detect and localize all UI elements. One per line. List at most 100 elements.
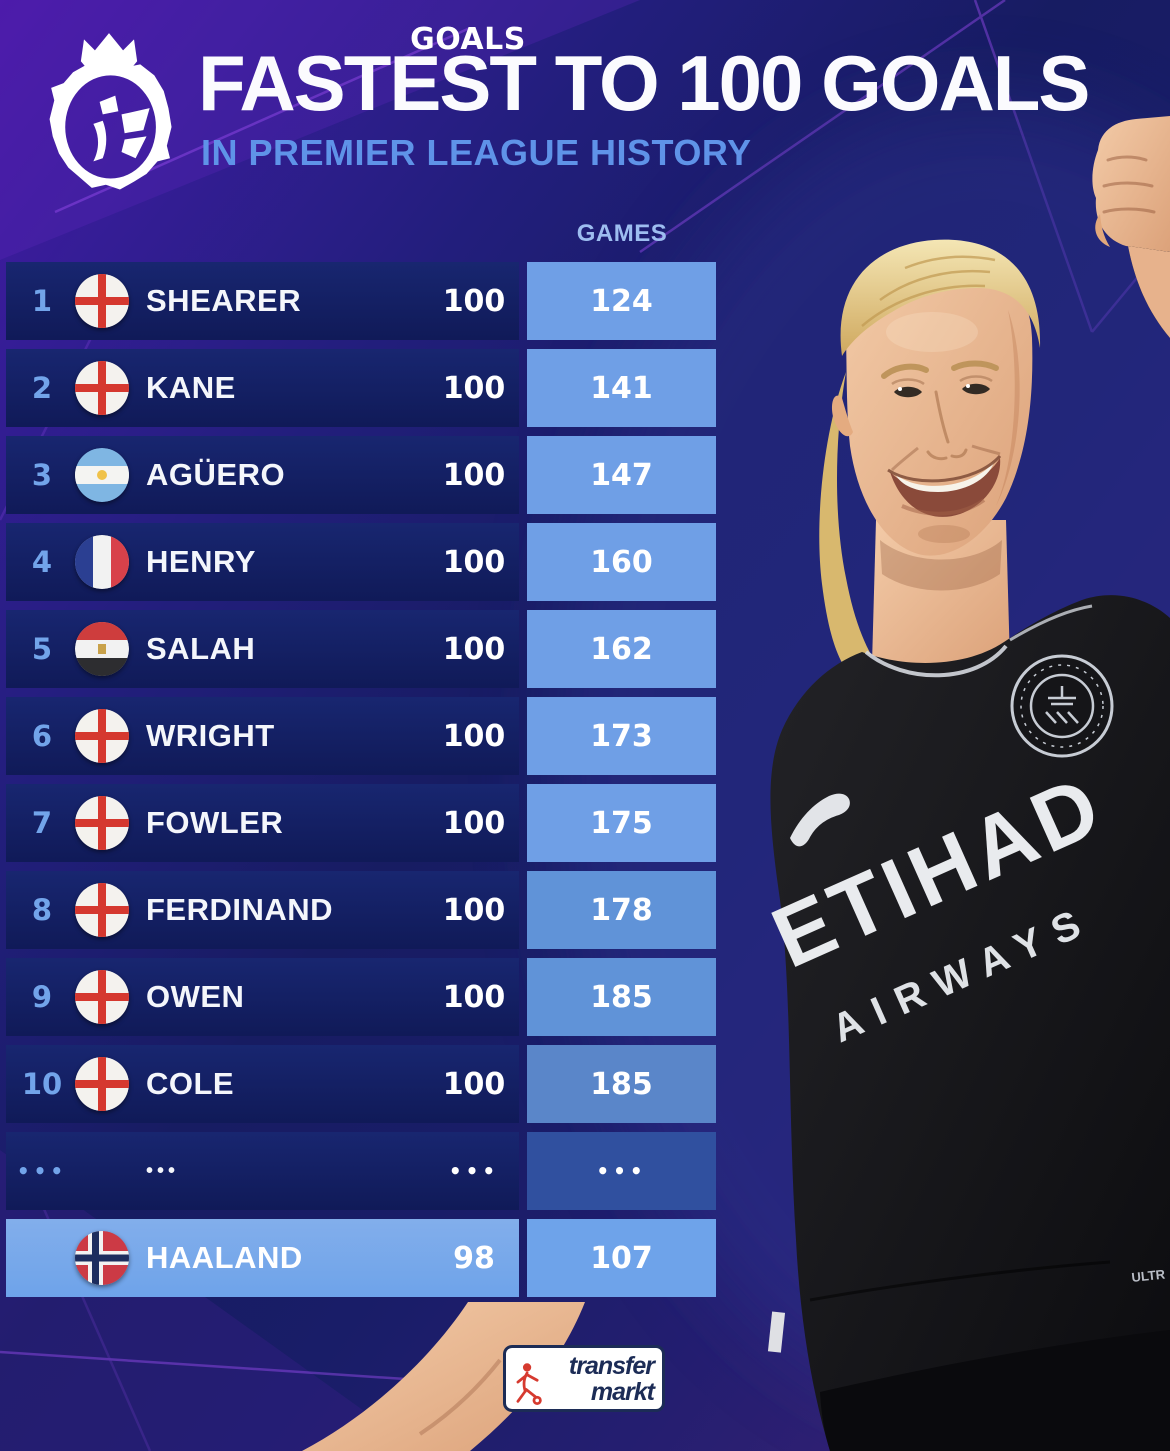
- row-bar: [6, 1132, 519, 1210]
- transfermarkt-wordmark-top: transfer: [568, 1351, 655, 1380]
- player-name: FOWLER: [146, 805, 284, 840]
- table-row: 173 6 WRIGHT 100: [6, 697, 716, 775]
- rank-label: •••: [16, 1159, 68, 1183]
- flag-england-icon: [75, 883, 129, 937]
- player-name: KANE: [146, 370, 236, 405]
- games-value: 162: [590, 631, 653, 667]
- games-cell: 175: [527, 784, 716, 862]
- goals-value: 100: [442, 370, 506, 406]
- player-name: COLE: [146, 1066, 235, 1101]
- games-value: 141: [590, 370, 653, 406]
- flag-france-icon: [75, 535, 129, 589]
- player-name: WRIGHT: [146, 718, 275, 753]
- flag-england-icon: [75, 970, 129, 1024]
- player-name: SHEARER: [146, 283, 302, 318]
- rank-label: 4: [31, 545, 53, 579]
- games-value: •••: [596, 1159, 647, 1183]
- goals-value: •••: [448, 1159, 500, 1183]
- games-value: 124: [590, 283, 653, 319]
- table-row: 141 2 KANE 100: [6, 349, 716, 427]
- games-cell: 173: [527, 697, 716, 775]
- neck: [872, 520, 1010, 664]
- games-value: 175: [590, 805, 653, 841]
- games-cell: 178: [527, 871, 716, 949]
- flag-england-icon: [75, 1057, 129, 1111]
- flag-egypt-icon: [75, 622, 129, 676]
- flag-argentina-icon: [75, 448, 129, 502]
- rank-label: [14, 1219, 70, 1297]
- goals-value: 100: [442, 805, 506, 841]
- player-name: AGÜERO: [146, 457, 286, 492]
- table-row-haaland: 107 HAALAND 98: [6, 1219, 716, 1297]
- games-value: 185: [590, 1066, 653, 1102]
- column-header-games: GAMES: [576, 220, 668, 247]
- shorts: [820, 1330, 1170, 1451]
- table-row: 185 9 OWEN 100: [6, 958, 716, 1036]
- eyes: [891, 375, 993, 398]
- games-value: 178: [590, 892, 653, 928]
- games-cell: 185: [527, 958, 716, 1036]
- goals-value: 100: [442, 631, 506, 667]
- puma-logo-icon: [790, 793, 850, 847]
- table-row-ellipsis: ••• ••• ••• •••: [6, 1132, 716, 1210]
- flag-england-icon: [75, 796, 129, 850]
- jersey: ETIHAD AIRWAYS ULTR: [759, 595, 1170, 1451]
- table-row: 160 4 HENRY 100: [6, 523, 716, 601]
- premier-league-logo: [30, 30, 188, 202]
- rank-label: 7: [31, 806, 53, 840]
- rank-label: 8: [31, 893, 53, 927]
- goals-value: 100: [442, 979, 506, 1015]
- flag-norway-icon: [75, 1231, 129, 1285]
- page-subtitle: IN PREMIER LEAGUE HISTORY: [201, 132, 752, 173]
- goals-value: 100: [442, 718, 506, 754]
- ranking-table: 124 1 SHEARER 100 141 2 KANE 100 147 3 AGÜERO 100 16…: [6, 262, 716, 1306]
- flag-england-icon: [75, 361, 129, 415]
- jersey-hem-tag: [767, 1311, 786, 1353]
- player-name: HENRY: [146, 544, 256, 579]
- ear: [831, 395, 853, 437]
- head: [831, 239, 1041, 556]
- goals-value: 100: [442, 283, 506, 319]
- eyebrows: [881, 360, 999, 379]
- transfermarkt-kicker-icon: [516, 1363, 542, 1405]
- games-value: 185: [590, 979, 653, 1015]
- goals-value: 100: [442, 544, 506, 580]
- games-cell: 147: [527, 436, 716, 514]
- rank-label: 3: [31, 458, 53, 492]
- jersey-detail-text: ULTR: [1131, 1266, 1167, 1285]
- player-name: HAALAND: [146, 1240, 303, 1275]
- table-row: 147 3 AGÜERO 100: [6, 436, 716, 514]
- table-row: 175 7 FOWLER 100: [6, 784, 716, 862]
- rank-label: 9: [31, 980, 53, 1014]
- player-name: FERDINAND: [146, 892, 334, 927]
- games-cell: •••: [527, 1132, 716, 1210]
- player-name: SALAH: [146, 631, 256, 666]
- hair-mullet: [819, 372, 890, 689]
- smile: [887, 444, 1002, 517]
- raised-fist: [1092, 116, 1170, 338]
- flag-england-icon: [75, 709, 129, 763]
- rank-label: 10: [21, 1067, 63, 1101]
- collar-piping: [864, 644, 1008, 678]
- rank-label: 2: [31, 371, 53, 405]
- table-row: 124 1 SHEARER 100: [6, 262, 716, 340]
- table-row: 185 10 COLE 100: [6, 1045, 716, 1123]
- goals-value: 98: [453, 1240, 495, 1276]
- games-cell: 124: [527, 262, 716, 340]
- games-value: 147: [590, 457, 653, 493]
- player-name: •••: [146, 1159, 180, 1182]
- games-cell: 162: [527, 610, 716, 688]
- games-cell: 160: [527, 523, 716, 601]
- lion-face-icon: [93, 95, 150, 162]
- games-cell: 141: [527, 349, 716, 427]
- goals-value: 100: [442, 1066, 506, 1102]
- goals-value: 100: [442, 892, 506, 928]
- flag-england-icon: [75, 274, 129, 328]
- man-city-badge-icon: [1010, 654, 1114, 758]
- transfermarkt-logo: transfer markt: [503, 1345, 665, 1412]
- transfermarkt-wordmark-bottom: markt: [590, 1377, 655, 1406]
- rank-label: 6: [31, 719, 53, 753]
- rank-label: 5: [31, 632, 53, 666]
- nose: [926, 390, 968, 461]
